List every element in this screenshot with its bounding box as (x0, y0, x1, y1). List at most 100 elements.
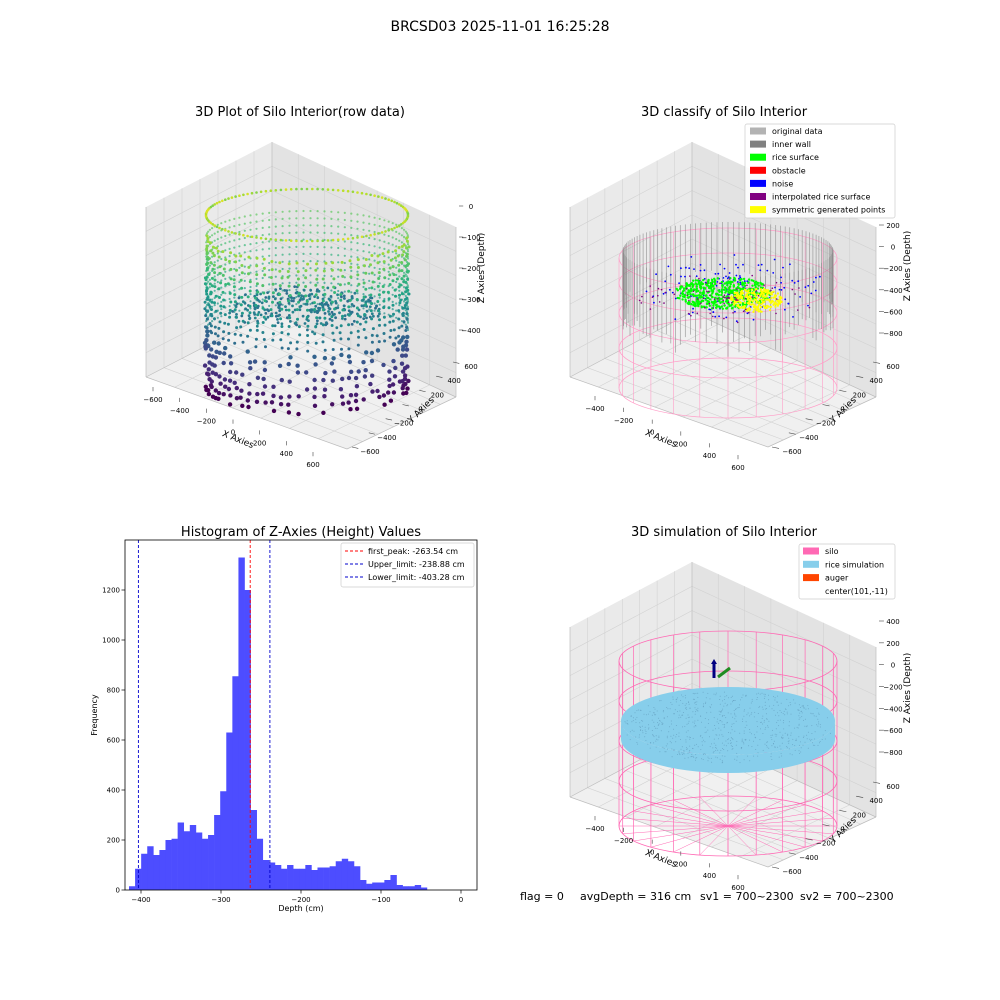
data-point (363, 368, 368, 373)
data-point (332, 338, 336, 342)
x-axis-label-simulation: X Axies (643, 848, 678, 870)
data-point (405, 246, 408, 250)
symmetric-point (747, 289, 750, 292)
rice-sim-point (773, 696, 774, 698)
rice-sim-point (782, 722, 784, 724)
data-point (298, 333, 302, 337)
data-point (249, 221, 252, 224)
data-point (347, 289, 351, 293)
rice-sim-point (707, 760, 709, 762)
data-point (378, 318, 381, 322)
data-point (388, 283, 392, 286)
data-point (264, 189, 268, 193)
rice-sim-point (733, 723, 735, 725)
data-point (313, 308, 317, 311)
rice-sim-point (719, 695, 721, 697)
data-point (255, 270, 258, 273)
rice-sim-point (799, 741, 801, 743)
data-point (378, 296, 381, 299)
data-point (215, 246, 218, 250)
data-point (328, 312, 331, 316)
rice-sim-point (788, 742, 790, 744)
symmetric-point (737, 294, 740, 297)
data-point (246, 234, 249, 238)
data-point (205, 371, 210, 376)
data-point (407, 292, 411, 296)
noise-point (807, 304, 809, 307)
rice-surface-point (720, 288, 724, 291)
rice-sim-point (653, 736, 655, 738)
rice-sim-point (762, 715, 764, 717)
data-point (219, 311, 223, 315)
rice-sim-point (635, 736, 637, 738)
x-tick-label: −400 (170, 407, 189, 415)
data-point (395, 223, 398, 226)
data-point (288, 294, 292, 297)
data-point (321, 410, 326, 415)
rice-sim-point (799, 744, 801, 746)
data-point (356, 343, 360, 347)
floor-grid-line (739, 384, 850, 438)
noise-point (810, 292, 813, 295)
tick-mark (402, 404, 409, 407)
silo-spoke (673, 799, 729, 827)
rice-sim-point (707, 756, 709, 758)
rice-sim-point (717, 718, 719, 720)
rice-surface-point (700, 306, 703, 309)
rice-sim-point (774, 697, 776, 699)
axes-edge (767, 816, 877, 868)
rice-sim-point (728, 732, 729, 733)
data-point (370, 389, 375, 394)
data-point (378, 303, 381, 306)
interpolated-point (736, 288, 738, 290)
data-point (276, 321, 280, 324)
rice-sim-point (682, 752, 684, 754)
rice-sim-point (679, 710, 681, 712)
noise-point (819, 275, 821, 278)
rice-sim-point (762, 708, 764, 710)
data-point (378, 239, 381, 242)
rice-sim-point (798, 736, 800, 738)
rice-sim-point (761, 717, 763, 719)
data-point (373, 302, 376, 305)
data-point (392, 273, 396, 277)
data-point (261, 306, 265, 310)
rice-sim-point (725, 717, 727, 719)
data-point (241, 340, 245, 344)
data-point (314, 283, 318, 287)
data-point (391, 390, 397, 395)
data-point (207, 377, 212, 382)
rice-sim-point (779, 745, 781, 747)
rice-sim-point (731, 748, 733, 750)
rice-sim-point (811, 733, 813, 734)
y-tick-label: 800 (107, 687, 120, 695)
data-point (404, 290, 408, 294)
rice-surface-point (707, 300, 711, 304)
rice-sim-point (719, 720, 721, 722)
interpolated-point (791, 288, 794, 291)
data-point (205, 266, 209, 270)
data-point (337, 211, 340, 214)
data-point (363, 313, 367, 316)
rice-sim-point (649, 711, 651, 713)
rice-sim-point (693, 726, 695, 728)
data-point (362, 285, 365, 289)
data-point (309, 308, 313, 312)
rice-sim-point (671, 748, 673, 750)
x-tick-label: −400 (585, 405, 604, 413)
data-point (368, 308, 371, 311)
silo-spoke (727, 799, 783, 827)
noise-point (780, 281, 782, 284)
symmetric-point (739, 292, 742, 295)
rice-sim-point (735, 708, 736, 710)
rice-sim-point (644, 729, 646, 731)
data-point (268, 276, 271, 279)
data-point (269, 308, 273, 312)
data-point (284, 239, 288, 242)
rice-sim-point (662, 710, 664, 711)
data-point (202, 363, 208, 368)
data-point (207, 353, 212, 358)
rice-sim-point (797, 727, 799, 729)
data-point (350, 295, 354, 298)
